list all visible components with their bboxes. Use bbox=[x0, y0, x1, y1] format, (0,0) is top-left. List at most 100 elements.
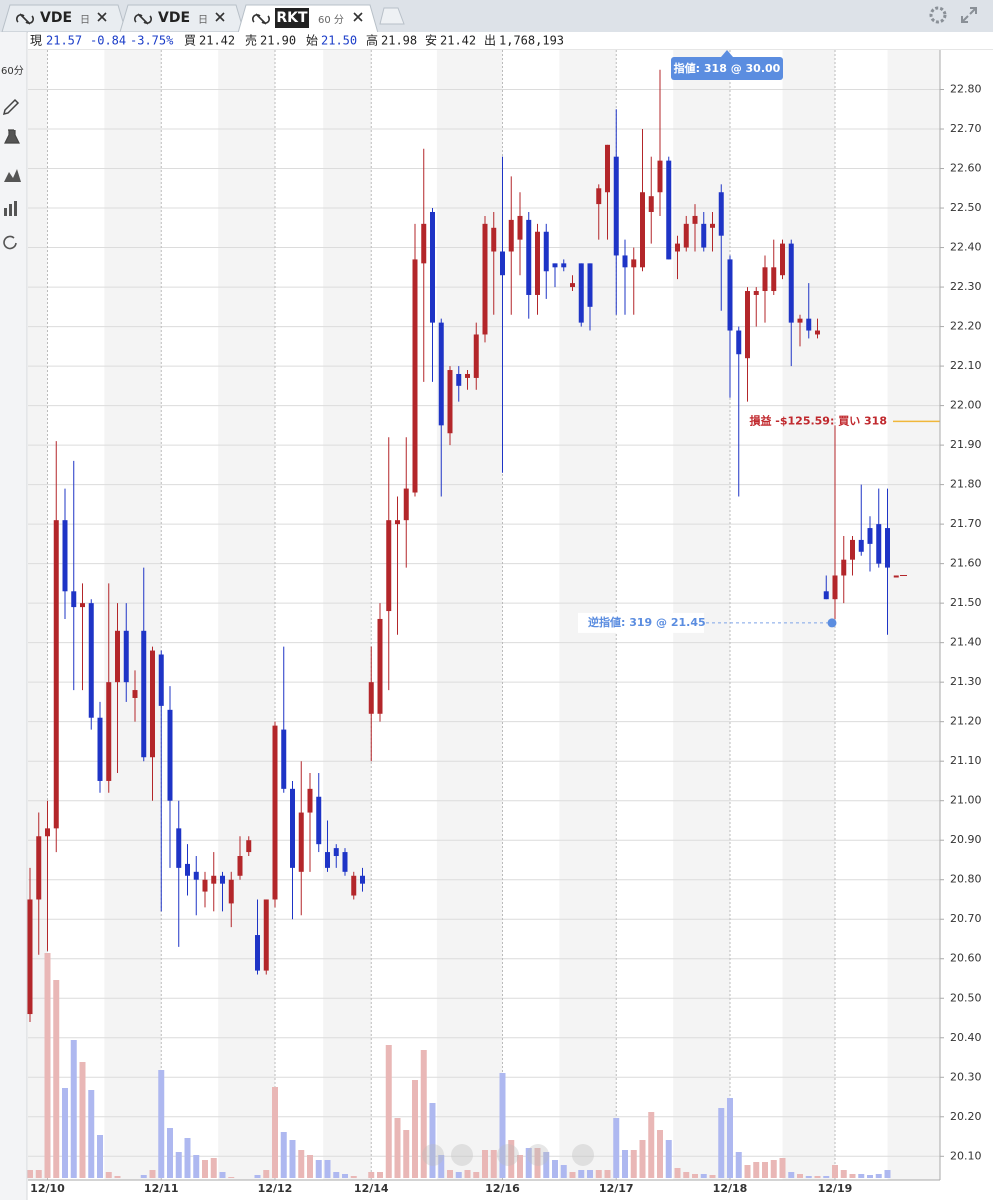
quote-label: 安 bbox=[425, 33, 437, 48]
volume-bar bbox=[814, 1176, 821, 1178]
volume-bar bbox=[534, 1148, 541, 1178]
y-tick-label: 21.40 bbox=[950, 636, 982, 649]
close-icon[interactable] bbox=[215, 12, 225, 22]
tab[interactable]: VDE 日 bbox=[119, 4, 245, 33]
quote-label: 現 bbox=[30, 34, 42, 48]
candle-body bbox=[176, 828, 182, 868]
session-band bbox=[730, 50, 783, 1180]
interval-button[interactable]: 60分 bbox=[1, 65, 24, 77]
settings-icon[interactable] bbox=[929, 6, 947, 24]
stop-order-box[interactable] bbox=[578, 612, 704, 633]
candle-body bbox=[867, 528, 873, 544]
candle-body bbox=[701, 223, 707, 248]
volume-bar bbox=[140, 1175, 147, 1178]
link-icon bbox=[15, 13, 35, 25]
volume-bar bbox=[167, 1128, 173, 1178]
candle-body bbox=[587, 263, 593, 307]
candle-body bbox=[727, 259, 733, 331]
zoom-out-button[interactable] bbox=[422, 1144, 444, 1166]
candle-body bbox=[158, 654, 164, 706]
candle-body bbox=[780, 243, 785, 276]
candle-body bbox=[368, 682, 374, 714]
close-icon[interactable] bbox=[97, 12, 107, 22]
quote-label: 始 bbox=[306, 34, 318, 48]
volume-bar bbox=[184, 1138, 191, 1178]
volume-bar bbox=[727, 1098, 733, 1178]
volume-bar bbox=[412, 1080, 418, 1178]
candle-body bbox=[36, 836, 42, 900]
y-tick-label: 22.60 bbox=[950, 162, 982, 175]
zoom-in-button[interactable] bbox=[451, 1144, 473, 1166]
volume-bar bbox=[105, 1172, 112, 1178]
y-tick-label: 22.70 bbox=[950, 122, 982, 135]
volume-bar bbox=[473, 1172, 480, 1178]
candle-body bbox=[307, 788, 313, 813]
study-icon[interactable] bbox=[4, 129, 20, 144]
volume-bar bbox=[315, 1160, 322, 1178]
candle-body bbox=[220, 875, 225, 884]
tab-symbol: VDE bbox=[158, 10, 190, 26]
candle-body bbox=[438, 322, 444, 426]
volume-bar bbox=[70, 1040, 77, 1178]
volume-bar bbox=[53, 980, 60, 1178]
symbol-box bbox=[275, 8, 309, 28]
new-tab-button[interactable] bbox=[379, 7, 405, 25]
x-tick-label: 12/16 bbox=[485, 1182, 520, 1195]
tab[interactable]: VDE 日 bbox=[1, 4, 127, 33]
volume-bar bbox=[403, 1130, 410, 1178]
candle-body bbox=[272, 725, 278, 900]
volume-bar bbox=[622, 1150, 628, 1178]
candle-body bbox=[115, 630, 120, 683]
volume-bar bbox=[613, 1118, 620, 1178]
tab-active[interactable]: RKT 60 分 bbox=[237, 4, 379, 34]
candle-body bbox=[517, 215, 523, 240]
scroll-left-button[interactable] bbox=[497, 1144, 519, 1166]
candle-body bbox=[473, 334, 479, 378]
close-icon[interactable] bbox=[353, 12, 363, 22]
volume-bar bbox=[657, 1130, 663, 1178]
indicator-icon[interactable] bbox=[4, 201, 17, 216]
refresh-icon[interactable] bbox=[3, 235, 17, 250]
candle-body bbox=[342, 852, 348, 872]
chart-type-icon[interactable] bbox=[4, 169, 21, 182]
volume-bar bbox=[455, 1172, 462, 1178]
volume-bar bbox=[604, 1170, 611, 1178]
scroll-right-button[interactable] bbox=[527, 1144, 549, 1166]
candle-body bbox=[316, 796, 322, 845]
candle-body bbox=[605, 144, 610, 193]
draw-tool-icon[interactable] bbox=[2, 98, 20, 116]
candle-body bbox=[97, 717, 103, 781]
candle-body bbox=[788, 243, 794, 323]
volume-bar bbox=[158, 1070, 165, 1178]
limit-order-pointer bbox=[721, 50, 733, 57]
left-toolbar bbox=[0, 32, 27, 1200]
volume-bar bbox=[683, 1172, 690, 1178]
volume-bar bbox=[779, 1158, 786, 1178]
candle-body bbox=[447, 370, 453, 434]
volume-bar bbox=[552, 1160, 558, 1178]
limit-order-label: 指値: 318 @ 30.00 bbox=[674, 61, 781, 75]
volume-bar bbox=[97, 1135, 103, 1178]
expand-icon[interactable] bbox=[961, 7, 977, 23]
candle-body bbox=[123, 630, 129, 683]
y-tick-label: 22.30 bbox=[950, 280, 982, 293]
quote-label: 売 bbox=[245, 33, 257, 48]
candle-body bbox=[596, 188, 602, 205]
session-band bbox=[161, 50, 219, 1180]
volume-bar bbox=[280, 1132, 287, 1178]
candle-body bbox=[351, 875, 357, 896]
candle-body bbox=[80, 603, 85, 608]
limit-order-box[interactable] bbox=[671, 57, 783, 80]
volume-bar bbox=[289, 1140, 296, 1178]
candle-body bbox=[640, 192, 645, 268]
y-tick-label: 20.80 bbox=[950, 873, 982, 886]
scroll-end-button[interactable] bbox=[572, 1144, 594, 1166]
volume-bar bbox=[735, 1152, 742, 1178]
volume-bar bbox=[210, 1158, 217, 1178]
candle-body bbox=[771, 267, 777, 292]
stop-order-handle[interactable] bbox=[827, 618, 837, 628]
candle-body bbox=[132, 690, 138, 698]
candle-body bbox=[535, 231, 540, 295]
candle-body bbox=[395, 520, 400, 525]
candle-body bbox=[281, 729, 287, 789]
